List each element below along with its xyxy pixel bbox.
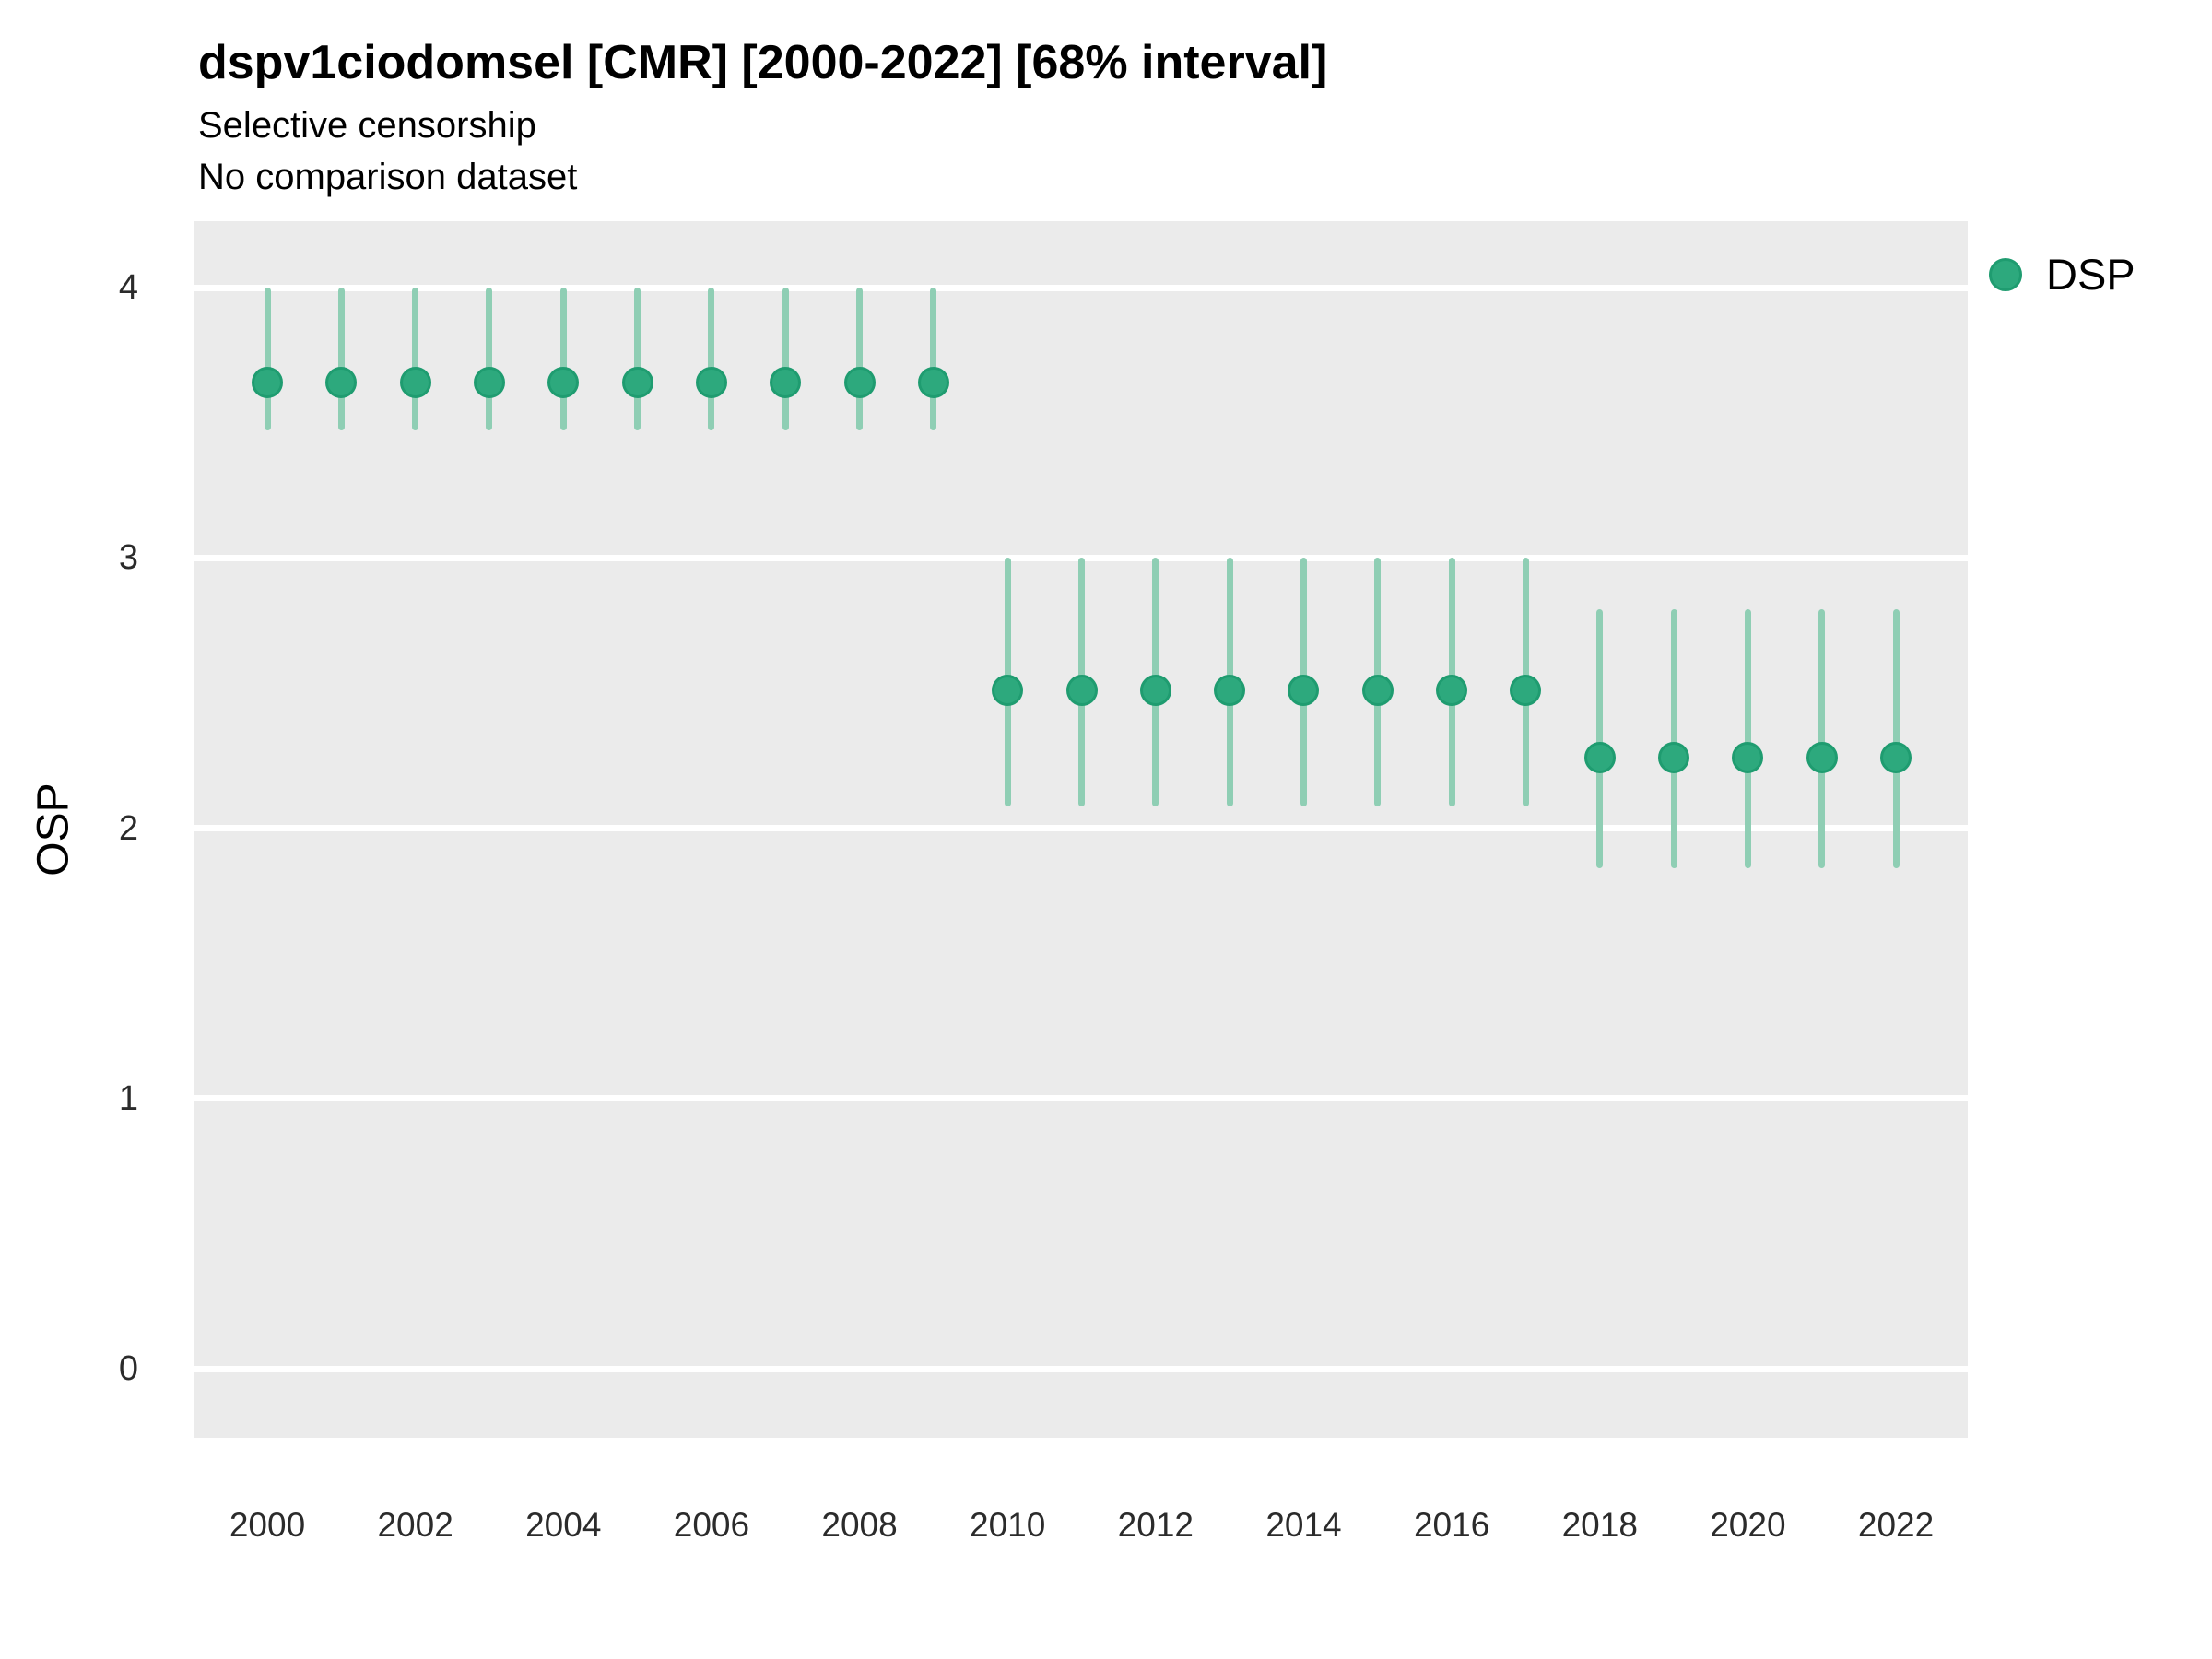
interval-bar-2000 xyxy=(264,288,271,431)
estimate-point-2009 xyxy=(917,366,949,398)
x-tick-label: 2006 xyxy=(673,1506,750,1544)
estimate-point-2018 xyxy=(1583,742,1616,774)
x-tick-label: 2020 xyxy=(1710,1506,1786,1544)
y-tick-label: 3 xyxy=(118,538,138,578)
estimate-point-2017 xyxy=(1510,674,1542,706)
interval-bar-2001 xyxy=(337,288,345,431)
estimate-point-2003 xyxy=(473,366,505,398)
x-tick-label: 2022 xyxy=(1857,1506,1935,1544)
chart-title: dspv1ciodomsel [CMR] [2000-2022] [68% in… xyxy=(198,36,1328,89)
interval-bar-2021 xyxy=(1818,608,1826,869)
estimate-point-2008 xyxy=(843,366,876,398)
interval-bar-2003 xyxy=(486,288,493,431)
estimate-point-2013 xyxy=(1214,674,1246,706)
gridline-y-0 xyxy=(194,1365,1968,1372)
estimate-point-2000 xyxy=(252,366,283,398)
estimate-point-2011 xyxy=(1065,674,1098,706)
y-tick-label: 4 xyxy=(118,268,138,307)
legend-point-circle-icon xyxy=(1989,257,2022,291)
estimate-point-2001 xyxy=(325,366,358,398)
y-tick-label: 1 xyxy=(118,1078,138,1118)
y-tick-label: 2 xyxy=(118,808,138,848)
chart-subtitle-line2: No comparison dataset xyxy=(198,157,578,197)
y-tick-label: 0 xyxy=(118,1349,138,1388)
interval-bar-2009 xyxy=(930,288,937,431)
interval-bar-2002 xyxy=(412,288,419,431)
interval-bar-2006 xyxy=(708,288,715,431)
gridline-y-1 xyxy=(194,1095,1968,1102)
interval-bar-2018 xyxy=(1596,608,1604,869)
interval-bar-2008 xyxy=(856,288,864,431)
x-tick-label: 2014 xyxy=(1265,1506,1342,1544)
estimate-point-2022 xyxy=(1880,742,1912,774)
interval-bar-2019 xyxy=(1670,608,1677,869)
x-tick-label: 2000 xyxy=(229,1506,306,1544)
x-tick-label: 2018 xyxy=(1561,1506,1638,1544)
estimate-point-2012 xyxy=(1139,674,1171,706)
gridline-y-4 xyxy=(194,284,1968,291)
x-tick-label: 2004 xyxy=(525,1506,602,1544)
estimate-point-2006 xyxy=(695,366,727,398)
legend: DSP xyxy=(1989,249,2136,300)
estimate-point-2002 xyxy=(399,366,431,398)
estimate-point-2007 xyxy=(770,366,802,398)
estimate-point-2021 xyxy=(1806,742,1838,774)
x-tick-label: 2016 xyxy=(1413,1506,1490,1544)
estimate-point-2005 xyxy=(621,366,653,398)
x-tick-label: 2012 xyxy=(1117,1506,1194,1544)
interval-bar-2020 xyxy=(1744,608,1751,869)
estimate-point-2004 xyxy=(547,366,580,398)
estimate-point-2015 xyxy=(1361,674,1394,706)
interval-bar-2022 xyxy=(1892,608,1900,869)
estimate-point-2016 xyxy=(1436,674,1468,706)
chart-subtitle-line1: Selective censorship xyxy=(198,105,536,146)
interval-bar-2007 xyxy=(782,288,789,431)
estimate-point-2019 xyxy=(1658,742,1690,774)
x-tick-label: 2002 xyxy=(377,1506,453,1544)
estimate-point-2020 xyxy=(1732,742,1764,774)
estimate-point-2010 xyxy=(992,674,1024,706)
estimate-point-2014 xyxy=(1288,674,1320,706)
plot-panel xyxy=(194,221,1968,1438)
legend-label: DSP xyxy=(2046,250,2136,299)
x-tick-label: 2010 xyxy=(970,1506,1046,1544)
interval-bar-2004 xyxy=(559,288,567,431)
gridline-y-2 xyxy=(194,825,1968,831)
interval-bar-2005 xyxy=(634,288,641,431)
x-tick-label: 2008 xyxy=(821,1506,898,1544)
